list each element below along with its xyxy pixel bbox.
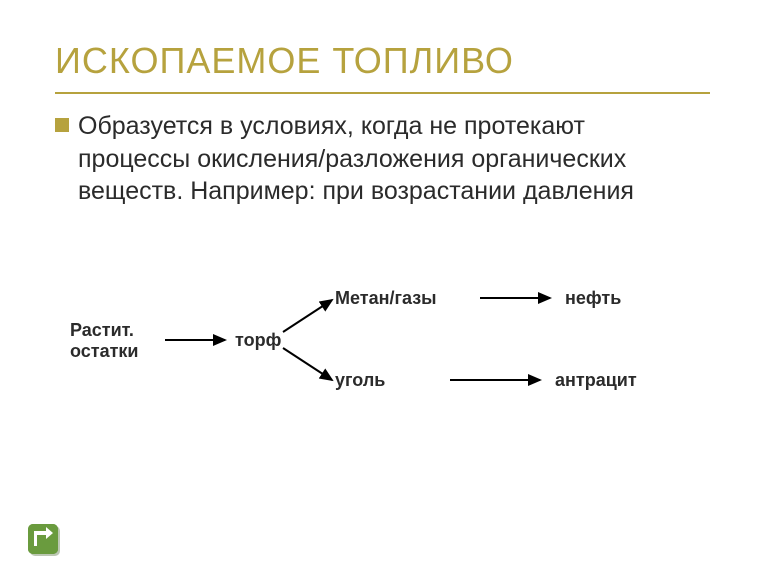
flow-diagram: Растит. остатки торф Метан/газы уголь нефть а… (0, 0, 768, 576)
node-anthr: антрацит (555, 370, 637, 391)
node-peat: торф (235, 330, 281, 351)
node-oil: нефть (565, 288, 621, 309)
return-button[interactable] (26, 522, 60, 556)
node-plant: Растит. остатки (70, 320, 138, 361)
edge-peat-methane (283, 300, 332, 332)
edge-peat-coal (283, 348, 332, 380)
node-coal: уголь (335, 370, 385, 391)
return-icon (26, 522, 60, 556)
node-methane: Метан/газы (335, 288, 437, 309)
slide: { "colors": { "accent": "#b6a23e", "text… (0, 0, 768, 576)
